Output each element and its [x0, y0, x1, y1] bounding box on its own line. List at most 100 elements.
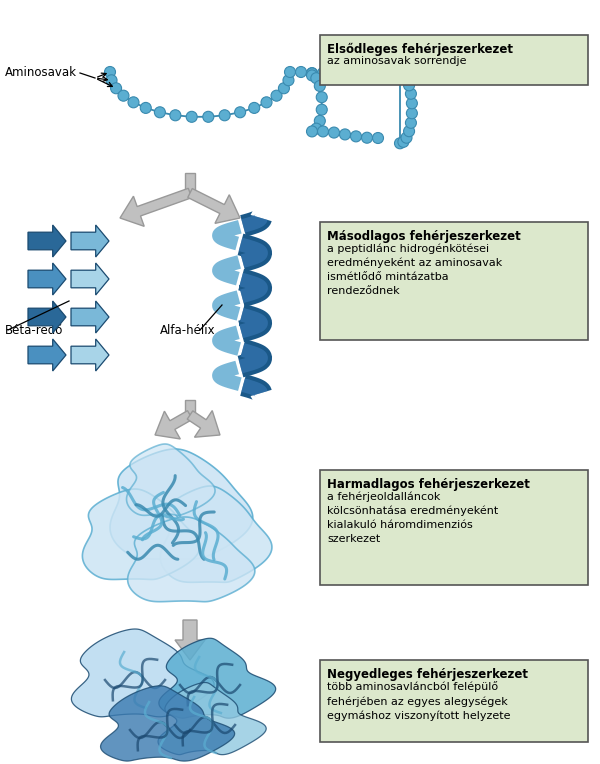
Polygon shape — [71, 629, 214, 717]
Polygon shape — [101, 686, 235, 761]
Circle shape — [278, 83, 289, 94]
Polygon shape — [82, 489, 200, 579]
Circle shape — [361, 67, 373, 79]
Circle shape — [329, 127, 340, 138]
Circle shape — [170, 110, 181, 121]
Circle shape — [311, 123, 322, 134]
Circle shape — [329, 70, 340, 81]
Circle shape — [283, 75, 294, 86]
Polygon shape — [120, 188, 191, 226]
Text: Negyedleges fehérjeszerkezet: Negyedleges fehérjeszerkezet — [327, 668, 528, 681]
Circle shape — [307, 126, 317, 137]
Circle shape — [398, 70, 409, 80]
Text: Elsődleges fehérjeszerkezet: Elsődleges fehérjeszerkezet — [327, 43, 513, 57]
Polygon shape — [155, 411, 193, 439]
Polygon shape — [188, 189, 240, 223]
Polygon shape — [71, 263, 109, 295]
Circle shape — [406, 89, 416, 99]
Circle shape — [373, 132, 383, 144]
Polygon shape — [160, 486, 272, 582]
Circle shape — [317, 67, 329, 79]
Circle shape — [350, 69, 361, 80]
Circle shape — [261, 97, 272, 108]
Polygon shape — [187, 410, 220, 437]
Circle shape — [314, 80, 325, 92]
Text: a fehérjeoldalláncok
kölcsönhatása eredményeként
kialakuló háromdimenziós
szerke: a fehérjeoldalláncok kölcsönhatása eredm… — [327, 491, 498, 544]
FancyArrow shape — [175, 620, 205, 660]
Text: az aminosavak sorrendje: az aminosavak sorrendje — [327, 56, 467, 66]
Circle shape — [154, 107, 166, 118]
Circle shape — [401, 73, 412, 84]
Circle shape — [361, 71, 373, 83]
Circle shape — [395, 68, 406, 79]
Text: Másodlagos fehérjeszerkezet: Másodlagos fehérjeszerkezet — [327, 230, 521, 243]
Circle shape — [104, 66, 115, 77]
Circle shape — [404, 126, 415, 137]
Circle shape — [340, 70, 350, 81]
Circle shape — [373, 70, 383, 82]
Circle shape — [395, 68, 406, 79]
Circle shape — [316, 104, 327, 115]
Polygon shape — [28, 301, 66, 333]
Polygon shape — [158, 682, 266, 755]
Circle shape — [284, 66, 296, 77]
Circle shape — [311, 73, 322, 84]
Text: több aminosavláncból felépülő
fehérjében az egyes alegységek
egymáshoz viszonyít: több aminosavláncból felépülő fehérjében… — [327, 681, 511, 721]
Circle shape — [329, 68, 340, 79]
Circle shape — [186, 112, 197, 122]
Circle shape — [296, 66, 307, 77]
Circle shape — [317, 69, 329, 80]
Circle shape — [307, 68, 317, 79]
Circle shape — [307, 67, 317, 79]
Circle shape — [406, 108, 418, 118]
Text: Béta-redő: Béta-redő — [5, 323, 64, 336]
Circle shape — [249, 102, 260, 113]
Circle shape — [316, 92, 327, 102]
Text: Alfa-hélix: Alfa-hélix — [160, 323, 215, 336]
Circle shape — [203, 112, 214, 122]
Polygon shape — [71, 339, 109, 371]
Circle shape — [373, 66, 383, 77]
Polygon shape — [28, 225, 66, 257]
FancyBboxPatch shape — [320, 470, 588, 585]
Circle shape — [140, 102, 151, 113]
Polygon shape — [185, 400, 195, 415]
Circle shape — [340, 70, 350, 80]
Text: Harmadlagos fehérjeszerkezet: Harmadlagos fehérjeszerkezet — [327, 478, 530, 491]
Polygon shape — [185, 173, 195, 193]
Circle shape — [314, 115, 325, 126]
Circle shape — [401, 132, 412, 143]
Circle shape — [219, 110, 230, 121]
Polygon shape — [28, 339, 66, 371]
FancyBboxPatch shape — [320, 222, 588, 340]
FancyBboxPatch shape — [320, 660, 588, 742]
Circle shape — [350, 131, 361, 142]
Text: a peptidlánc hidrogénkötései
eredményeként az aminosavak
ismétlődő mintázatba
re: a peptidlánc hidrogénkötései eredményeké… — [327, 243, 502, 296]
FancyBboxPatch shape — [320, 35, 588, 85]
Polygon shape — [71, 225, 109, 257]
Circle shape — [361, 132, 373, 143]
Circle shape — [383, 66, 395, 78]
Circle shape — [398, 136, 409, 147]
Circle shape — [317, 126, 329, 137]
Polygon shape — [159, 638, 275, 718]
Circle shape — [106, 75, 117, 86]
Text: Aminosavak: Aminosavak — [5, 66, 77, 79]
Circle shape — [395, 138, 406, 149]
Circle shape — [307, 70, 317, 81]
Circle shape — [110, 83, 122, 94]
Circle shape — [118, 90, 129, 101]
Circle shape — [383, 69, 395, 80]
Polygon shape — [71, 301, 109, 333]
Circle shape — [406, 118, 416, 128]
Circle shape — [404, 80, 415, 91]
Polygon shape — [127, 444, 215, 516]
Polygon shape — [28, 263, 66, 295]
Circle shape — [350, 71, 361, 82]
Circle shape — [235, 107, 245, 118]
Polygon shape — [110, 449, 253, 559]
Circle shape — [340, 129, 350, 140]
Circle shape — [271, 90, 282, 101]
Circle shape — [406, 98, 418, 108]
Polygon shape — [128, 517, 255, 602]
